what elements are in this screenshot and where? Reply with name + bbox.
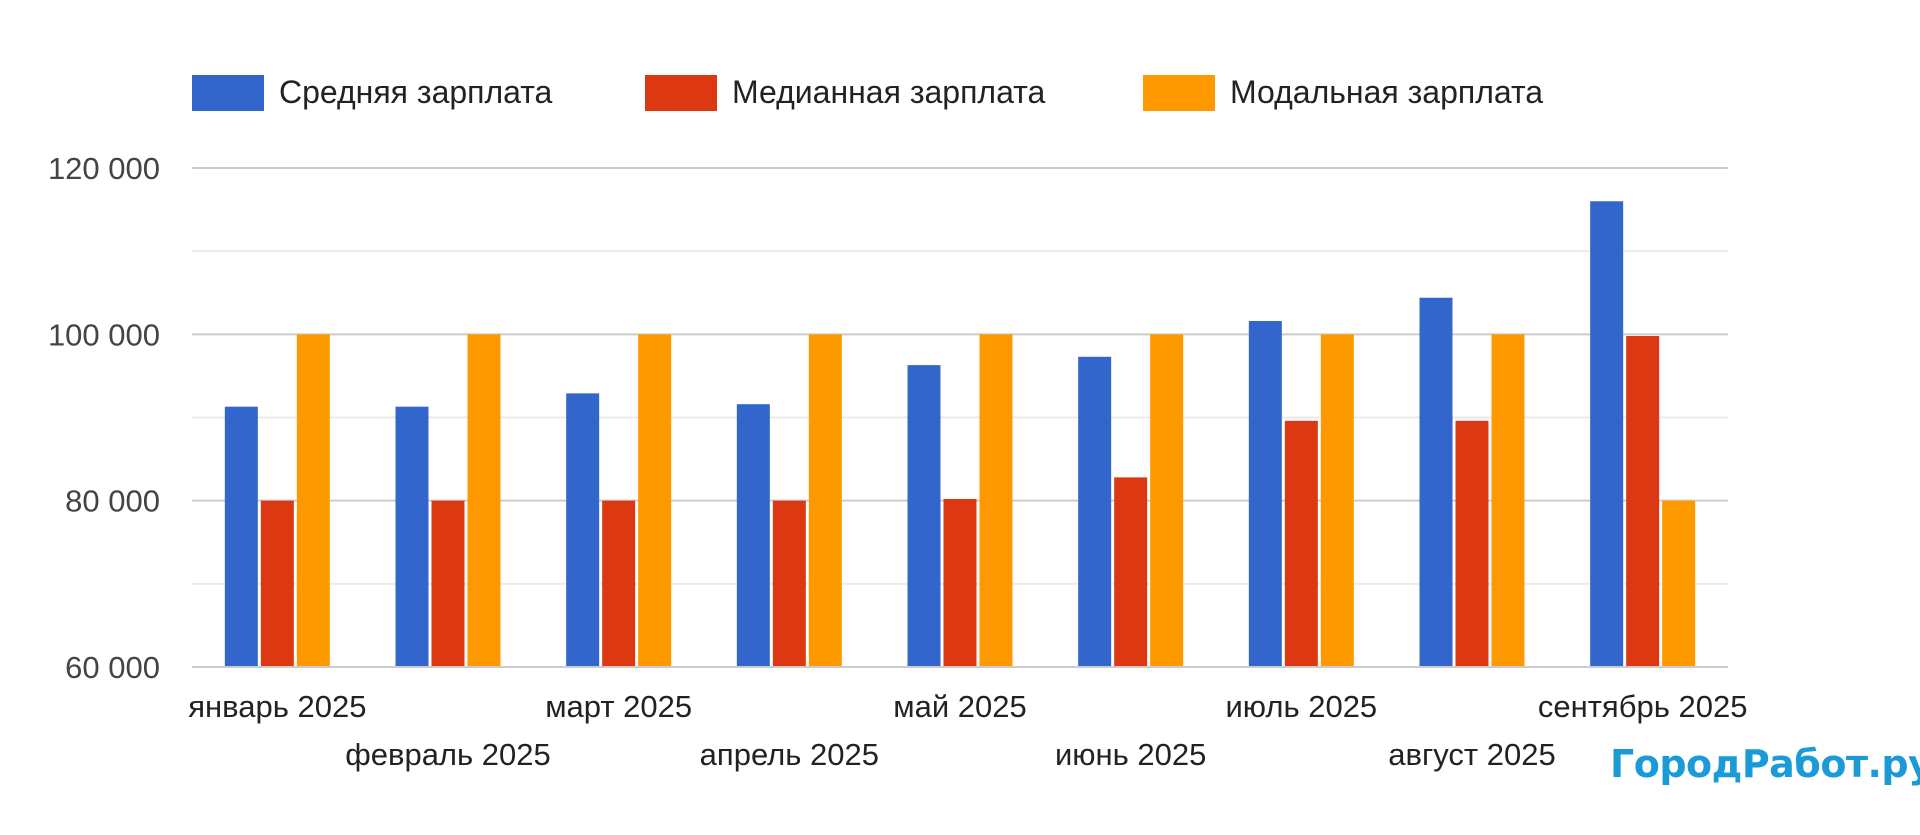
bar — [395, 406, 429, 667]
bar — [979, 334, 1013, 667]
bar — [638, 334, 672, 667]
legend-label: Модальная зарплата — [1230, 74, 1543, 110]
bar — [1320, 334, 1354, 667]
bar — [1150, 334, 1184, 667]
legend-swatch — [192, 75, 264, 111]
gorodrabot-logo: ГородРабот.ру — [1610, 742, 1920, 786]
y-tick-label: 60 000 — [65, 650, 160, 685]
bar — [1491, 334, 1525, 667]
legend-label: Медианная зарплата — [732, 74, 1045, 110]
bar — [1662, 500, 1696, 667]
bar — [224, 406, 258, 667]
bar — [1078, 356, 1112, 667]
bar — [1284, 420, 1318, 667]
bar — [1419, 297, 1453, 667]
bar — [1114, 477, 1148, 667]
bar — [602, 500, 636, 667]
bar — [260, 500, 294, 667]
bar — [1248, 321, 1282, 667]
legend-label: Средняя зарплата — [279, 74, 553, 110]
bar — [1455, 420, 1489, 667]
x-category-label: март 2025 — [545, 689, 692, 724]
legend-swatch — [1143, 75, 1215, 111]
x-category-label: сентябрь 2025 — [1538, 689, 1748, 724]
bar — [296, 334, 330, 667]
x-category-label: июнь 2025 — [1055, 737, 1206, 772]
y-tick-label: 80 000 — [65, 484, 160, 519]
bar — [431, 500, 465, 667]
y-axis-labels: 60 000 80 000 100 000 120 000 — [48, 151, 160, 685]
bar — [772, 500, 806, 667]
bar — [943, 499, 977, 667]
bar — [907, 365, 941, 667]
bar — [566, 393, 600, 667]
y-tick-label: 120 000 — [48, 151, 160, 186]
x-category-label: февраль 2025 — [345, 737, 551, 772]
bar — [1626, 335, 1660, 667]
bars — [224, 201, 1696, 667]
x-category-label: август 2025 — [1388, 737, 1555, 772]
x-category-label: апрель 2025 — [700, 737, 879, 772]
bar — [467, 334, 501, 667]
bar — [808, 334, 842, 667]
bar — [1590, 201, 1624, 667]
x-category-label: май 2025 — [893, 689, 1026, 724]
x-category-label: январь 2025 — [188, 689, 366, 724]
y-tick-label: 100 000 — [48, 317, 160, 352]
x-category-label: июль 2025 — [1225, 689, 1377, 724]
bar — [736, 404, 770, 667]
legend: Средняя зарплата Медианная зарплата Модаль… — [192, 74, 1543, 111]
legend-swatch — [645, 75, 717, 111]
